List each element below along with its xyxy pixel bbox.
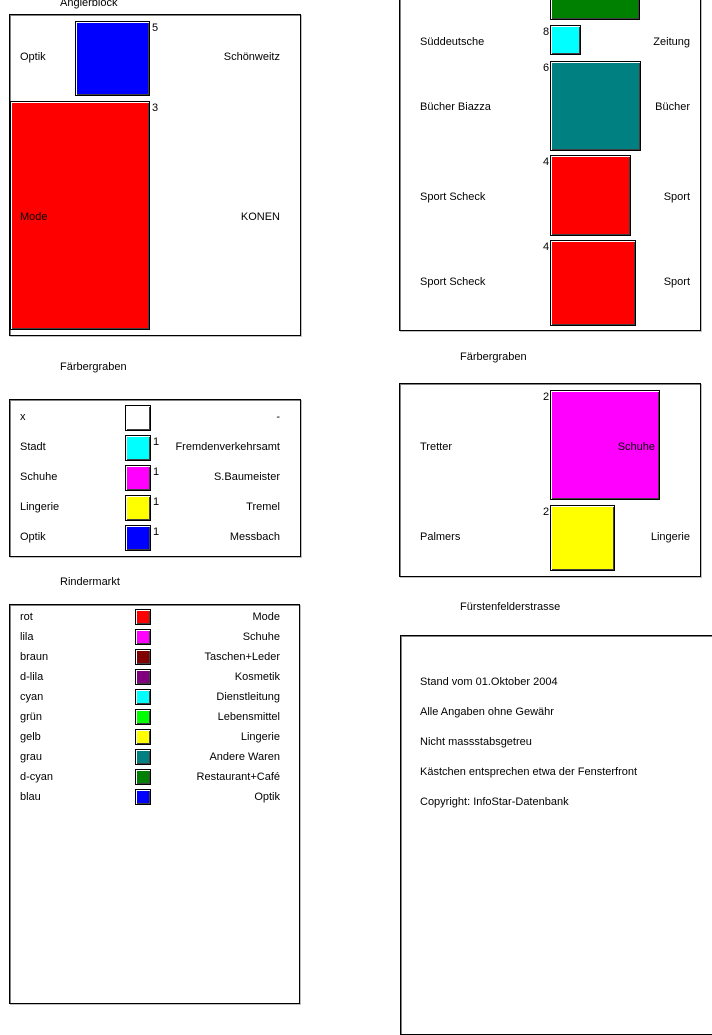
shop-name: Bücher	[655, 101, 690, 113]
legend-category: Kosmetik	[234, 671, 280, 683]
note-line: Alle Angaben ohne Gewähr	[420, 706, 554, 718]
shop-count: 4	[543, 156, 550, 168]
legend-category: Andere Waren	[209, 751, 280, 763]
shop-name: Schönweitz	[223, 51, 280, 63]
legend-color-name: d-cyan	[20, 771, 54, 783]
shop-name: Fremdenverkehrsamt	[175, 441, 280, 453]
note-line: Nicht massstabsgetreu	[420, 736, 532, 748]
shop-name: Schuhe	[617, 441, 655, 453]
shop-box	[125, 495, 151, 521]
legend-swatch	[135, 629, 151, 645]
shop-count: 1	[153, 526, 160, 538]
legend-swatch	[135, 729, 151, 745]
shop-box	[10, 101, 150, 330]
notes-panel	[400, 635, 712, 1035]
legend-color-name: gelb	[20, 731, 41, 743]
shop-category: Palmers	[420, 531, 461, 543]
shop-category: Optik	[20, 531, 46, 543]
section-panel	[9, 14, 301, 336]
legend-color-name: grün	[20, 711, 43, 723]
shop-category: Lingerie	[20, 501, 60, 513]
legend-color-name: blau	[20, 791, 41, 803]
legend-color-name: braun	[20, 651, 49, 663]
shop-count: 3	[152, 102, 159, 114]
shop-count: 8	[543, 26, 550, 38]
legend-title: Rindermarkt	[60, 576, 120, 588]
legend-category: Lingerie	[240, 731, 280, 743]
shop-box	[75, 21, 150, 96]
shop-box	[125, 465, 151, 491]
shop-name: S.Baumeister	[213, 471, 280, 483]
shop-category: Bücher Biazza	[420, 101, 491, 113]
shop-category: x	[20, 411, 26, 423]
legend-category: Optik	[254, 791, 280, 803]
shop-box	[550, 505, 615, 571]
shop-box	[550, 155, 631, 236]
section-title: Anglerblock	[60, 0, 118, 9]
note-line: Kästchen entsprechen etwa der Fensterfro…	[420, 766, 638, 778]
shop-category: Optik	[20, 51, 46, 63]
shop-box	[550, 61, 641, 151]
legend-category: Lebensmittel	[217, 711, 280, 723]
legend-swatch	[135, 609, 151, 625]
shop-box	[550, 25, 581, 55]
shop-category: Sport Scheck	[420, 276, 486, 288]
section-title: Färbergraben	[460, 351, 527, 363]
shop-category: Mode	[20, 211, 48, 223]
shop-box	[550, 240, 636, 326]
legend-color-name: rot	[20, 611, 33, 623]
shop-name: Zeitung	[653, 36, 690, 48]
shop-count: 1	[153, 466, 160, 478]
section-panel	[9, 399, 301, 557]
shop-count: 4	[543, 241, 550, 253]
legend-swatch	[135, 689, 151, 705]
legend-swatch	[135, 709, 151, 725]
legend-color-name: cyan	[20, 691, 44, 703]
legend-color-name: d-lila	[20, 671, 44, 683]
shop-name: -	[276, 411, 280, 423]
note-line: Copyright: InfoStar-Datenbank	[420, 796, 569, 808]
shop-name: Messbach	[229, 531, 280, 543]
shop-name: Sport	[663, 276, 690, 288]
legend-category: Schuhe	[242, 631, 280, 643]
legend-swatch	[135, 789, 151, 805]
legend-color-name: lila	[20, 631, 34, 643]
shop-name: KONEN	[240, 211, 280, 223]
legend-category: Taschen+Leder	[204, 651, 280, 663]
shop-count: 2	[543, 506, 550, 518]
shop-count: 2	[543, 391, 550, 403]
section-panel	[399, 383, 701, 577]
section-panel	[399, 0, 701, 331]
shop-name: Lingerie	[650, 531, 690, 543]
page: Anglerblock 5 Optik Schönweitz 3 Mode KONEN Fär…	[9, 0, 712, 1035]
legend-category: Restaurant+Café	[196, 771, 280, 783]
note-line: Stand vom 01.Oktober 2004	[420, 676, 558, 688]
shop-category: Tretter	[420, 441, 452, 453]
shop-box	[550, 390, 660, 500]
shop-name: Tremel	[246, 501, 280, 513]
legend-panel	[9, 604, 300, 1004]
legend-color-name: grau	[20, 751, 43, 763]
shop-box	[125, 435, 151, 461]
shop-box	[550, 0, 640, 20]
legend-swatch	[135, 669, 151, 685]
legend-swatch	[135, 769, 151, 785]
legend-category: Dienstleitung	[216, 691, 280, 703]
shop-count: 6	[543, 62, 550, 74]
shop-count: 1	[153, 436, 160, 448]
shop-box	[125, 525, 151, 551]
shop-box	[125, 405, 151, 431]
notes-title: Fürstenfelderstrasse	[460, 601, 561, 613]
section-title: Färbergraben	[60, 361, 127, 373]
shop-count: 5	[152, 22, 159, 34]
legend-category: Mode	[252, 611, 280, 623]
shop-category: Sport Scheck	[420, 191, 486, 203]
legend-swatch	[135, 649, 151, 665]
shop-category: Süddeutsche	[420, 36, 485, 48]
shop-category: Schuhe	[20, 471, 58, 483]
shop-name: Sport	[663, 191, 690, 203]
shop-category: Stadt	[20, 441, 46, 453]
legend-swatch	[135, 749, 151, 765]
shop-count: 1	[153, 496, 160, 508]
